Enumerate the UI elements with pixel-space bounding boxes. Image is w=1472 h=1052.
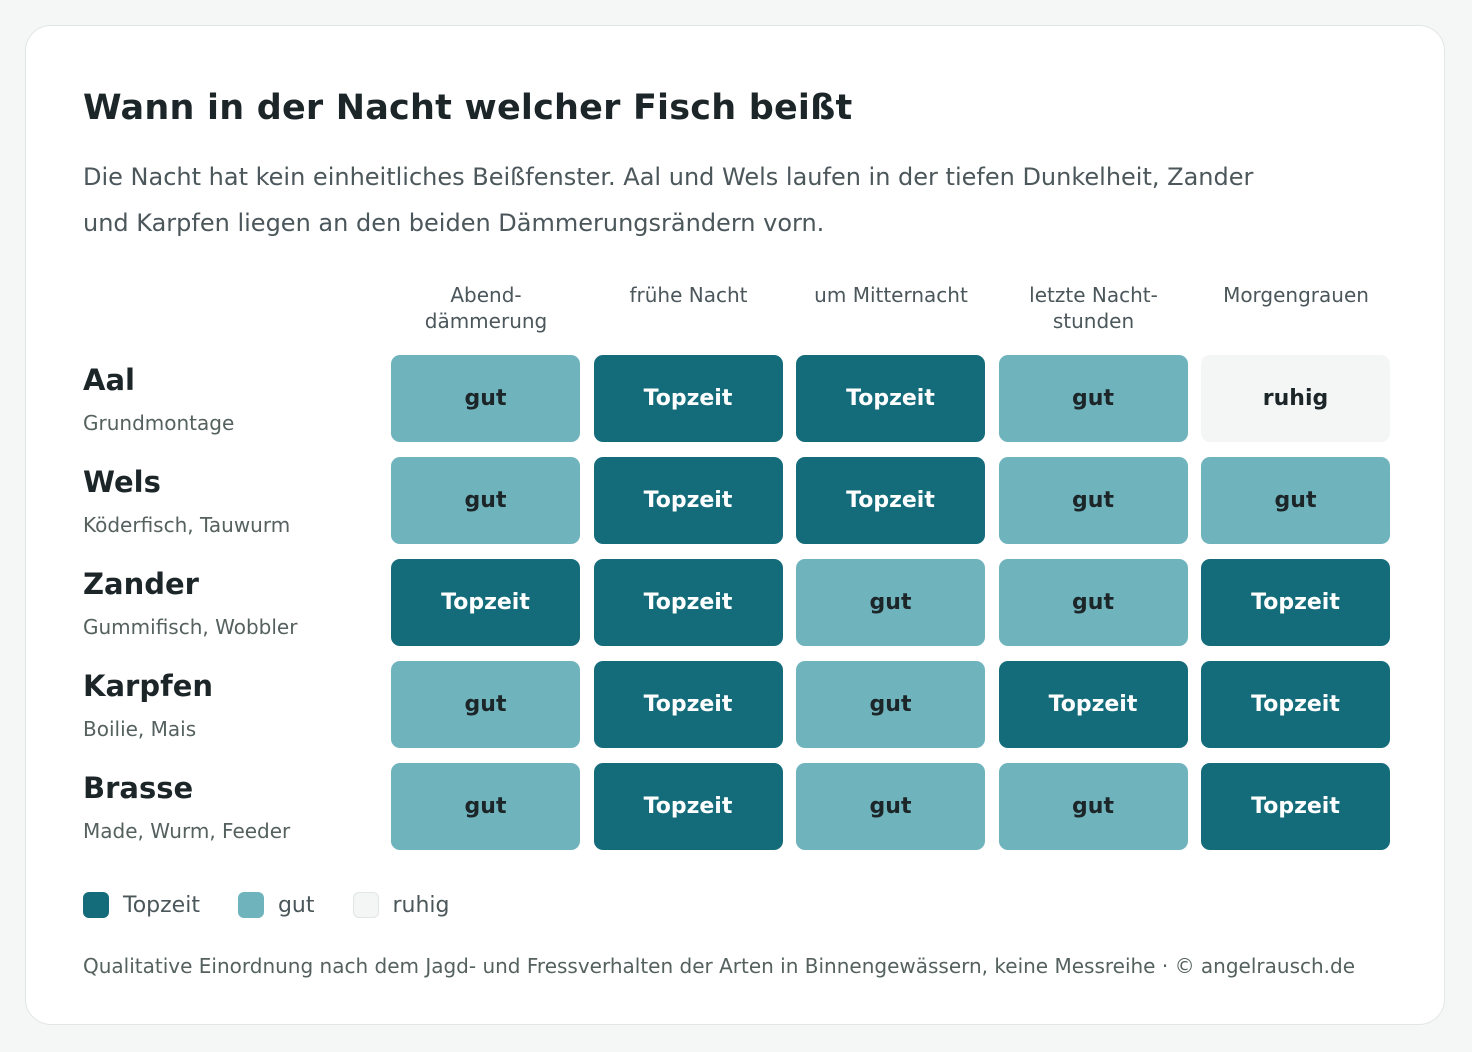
heatmap-cell: Topzeit (796, 457, 985, 544)
heatmap-cell: gut (796, 763, 985, 850)
heatmap-cell: ruhig (1201, 355, 1390, 442)
heatmap-cell: Topzeit (998, 661, 1188, 748)
heatmap-cell: Topzeit (1201, 661, 1390, 748)
legend-swatch (83, 892, 109, 918)
heatmap-cell: gut (998, 355, 1188, 442)
chart-title: Wann in der Nacht welcher Fisch beißt (83, 88, 853, 128)
legend-swatch (237, 892, 264, 918)
legend-label: Topzeit (123, 892, 200, 918)
heatmap-cell: Topzeit (593, 763, 783, 850)
heatmap-cell: Topzeit (593, 661, 783, 748)
fish-name: Zander (83, 567, 199, 601)
chart-card: Wann in der Nacht welcher Fisch beißt Di… (25, 25, 1445, 1025)
column-header: frühe Nacht (629, 283, 748, 307)
heatmap-cell: gut (1201, 457, 1390, 544)
column-header: letzte Nacht-stunden (1029, 283, 1158, 333)
fish-name: Wels (83, 465, 161, 499)
chart-subtitle: Die Nacht hat kein einheitliches Beißfen… (83, 163, 1254, 237)
heatmap-cell: Topzeit (796, 355, 985, 442)
legend-item: gut (237, 892, 315, 918)
heatmap-cell: gut (998, 763, 1188, 850)
bait-label: Boilie, Mais (83, 717, 197, 741)
row-label: Karpfen Boilie, Mais (83, 669, 213, 741)
row-label: Zander Gummifisch, Wobbler (83, 567, 297, 639)
heatmap-cell: Topzeit (1201, 763, 1390, 850)
fish-name: Aal (83, 363, 135, 397)
bait-label: Gummifisch, Wobbler (83, 615, 298, 639)
heatmap-cell: Topzeit (593, 457, 783, 544)
legend-item: ruhig (352, 892, 450, 918)
legend-label: gut (277, 892, 315, 918)
column-header: Morgengrauen (1223, 283, 1369, 307)
column-header: Abend-dämmerung (424, 283, 548, 333)
bait-label: Made, Wurm, Feeder (83, 819, 291, 843)
heatmap-cell: gut (391, 763, 580, 850)
legend-swatch (352, 892, 379, 918)
bait-label: Grundmontage (83, 411, 235, 435)
column-header: um Mitternacht (814, 283, 968, 307)
bait-label: Köderfisch, Tauwurm (83, 513, 291, 537)
row-label: Wels Köderfisch, Tauwurm (83, 465, 290, 537)
row-label: Aal Grundmontage (83, 363, 234, 435)
heatmap-cell: gut (796, 661, 985, 748)
fish-name: Karpfen (83, 669, 214, 703)
heatmap-cell: gut (391, 661, 580, 748)
heatmap-cell: Topzeit (1201, 559, 1390, 646)
fish-name: Brasse (83, 771, 194, 805)
heatmap-cell: gut (998, 457, 1188, 544)
legend-item: Topzeit (83, 892, 200, 918)
heatmap-cell: gut (391, 355, 580, 442)
legend-label: ruhig (392, 892, 450, 918)
source-note: Qualitative Einordnung nach dem Jagd- un… (83, 954, 1356, 978)
heatmap-cell: gut (391, 457, 580, 544)
row-label: Brasse Made, Wurm, Feeder (83, 771, 290, 843)
heatmap-cell: Topzeit (593, 559, 783, 646)
legend: Topzeit gut ruhig (83, 892, 488, 918)
heatmap-cell: gut (796, 559, 985, 646)
heatmap-cell: Topzeit (593, 355, 783, 442)
heatmap-cell: gut (998, 559, 1188, 646)
heatmap-cell: Topzeit (391, 559, 580, 646)
